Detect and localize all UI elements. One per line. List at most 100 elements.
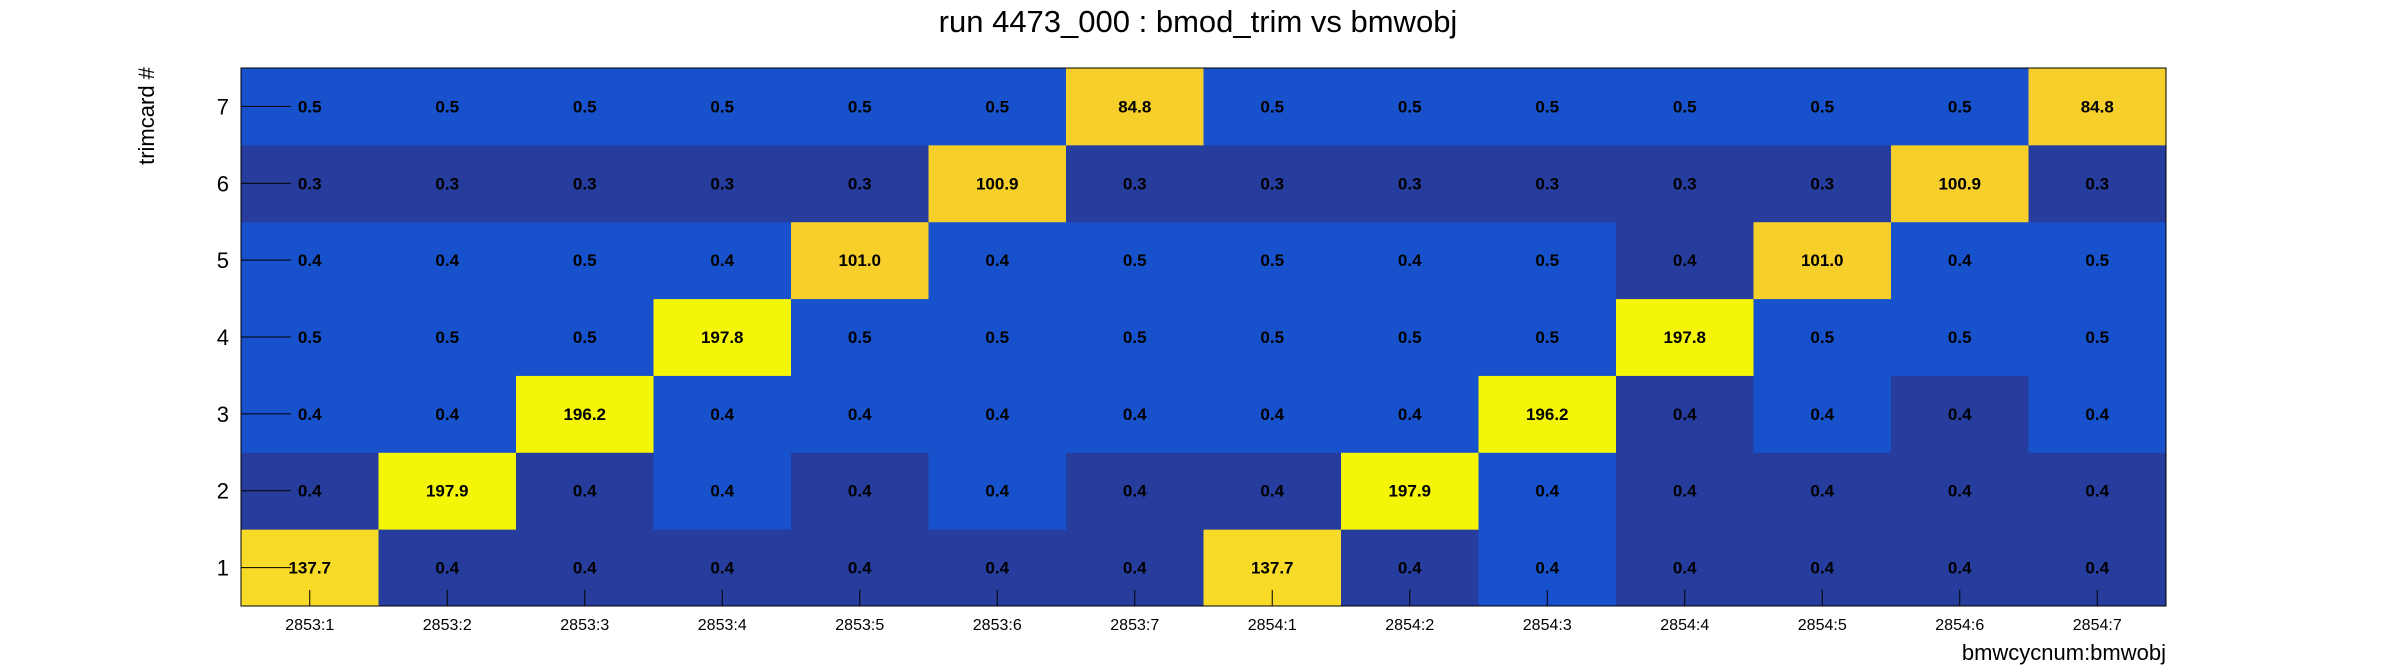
x-tick-label: 2854:2 — [1385, 617, 1434, 634]
heatmap-cell — [1891, 221, 2029, 300]
heatmap-cell — [1753, 452, 1892, 530]
cell-value-label: 0.5 — [848, 97, 872, 116]
heatmap-cell — [791, 68, 929, 146]
cell-value-label: 0.5 — [298, 328, 322, 347]
heatmap-cell — [378, 375, 517, 453]
heatmap-cell — [1341, 298, 1479, 376]
cell-value-label: 0.5 — [985, 97, 1009, 116]
heatmap-cell — [1616, 298, 1754, 376]
cell-value-label: 0.4 — [1398, 405, 1422, 424]
cell-value-label: 197.9 — [426, 482, 469, 501]
x-tick-label: 2854:3 — [1523, 617, 1572, 634]
heatmap-cell — [1066, 375, 1204, 453]
heatmap-cells — [241, 68, 2167, 607]
cell-value-label: 0.4 — [1948, 559, 1972, 578]
cell-value-label: 0.4 — [1948, 405, 1972, 424]
cell-value-label: 0.5 — [1260, 251, 1284, 270]
cell-value-label: 84.8 — [1118, 97, 1151, 116]
cell-value-label: 0.3 — [1535, 174, 1559, 193]
cell-value-label: 137.7 — [288, 559, 331, 578]
cell-value-label: 0.3 — [1810, 174, 1834, 193]
chart-title: run 4473_000 : bmod_trim vs bmwobj — [939, 4, 1458, 39]
cell-value-label: 0.3 — [1673, 174, 1697, 193]
heatmap-cell — [378, 452, 517, 530]
cell-value-label: 0.5 — [1535, 328, 1559, 347]
cell-value-label: 0.4 — [848, 405, 872, 424]
cell-value-label: 0.4 — [1673, 251, 1697, 270]
heatmap-cell — [1616, 375, 1754, 453]
cell-value-label: 0.3 — [710, 174, 734, 193]
cell-value-label: 196.2 — [563, 405, 606, 424]
cell-value-label: 0.5 — [1260, 97, 1284, 116]
x-tick-label: 2853:6 — [973, 617, 1022, 634]
cell-value-label: 0.4 — [710, 559, 734, 578]
heatmap-cell — [1203, 452, 1342, 530]
cell-value-label: 0.3 — [435, 174, 459, 193]
heatmap-cell — [2028, 375, 2167, 453]
cell-value-label: 196.2 — [1526, 405, 1569, 424]
cell-value-label: 0.4 — [573, 559, 597, 578]
heatmap-cell — [1203, 298, 1342, 376]
y-tick-label: 6 — [217, 171, 229, 196]
heatmap-cell — [1616, 144, 1754, 223]
heatmap-cell — [791, 452, 929, 530]
cell-value-label: 0.4 — [1260, 405, 1284, 424]
x-tick-label: 2853:5 — [835, 617, 884, 634]
cell-value-label: 0.4 — [1123, 482, 1147, 501]
cell-value-label: 0.5 — [573, 97, 597, 116]
x-tick-label: 2854:6 — [1935, 617, 1984, 634]
cell-value-label: 0.4 — [2085, 405, 2109, 424]
heatmap-cell — [653, 452, 792, 530]
cell-value-label: 0.3 — [1398, 174, 1422, 193]
cell-value-label: 0.4 — [298, 482, 322, 501]
cell-value-label: 0.5 — [1948, 328, 1972, 347]
heatmap-cell — [928, 68, 1067, 146]
y-tick-label: 2 — [217, 479, 229, 504]
cell-value-label: 0.3 — [2085, 174, 2109, 193]
heatmap-cell — [1753, 221, 1892, 300]
heatmap-cell — [378, 298, 517, 376]
heatmap-cell — [653, 221, 792, 300]
heatmap-cell — [1341, 144, 1479, 223]
cell-value-label: 0.4 — [710, 251, 734, 270]
cell-value-label: 0.5 — [1398, 97, 1422, 116]
plot-frame — [240, 67, 2167, 607]
cell-value-label: 0.4 — [1535, 559, 1559, 578]
heatmap-cell — [516, 375, 654, 453]
cell-value-label: 0.5 — [573, 251, 597, 270]
cell-value-labels: 137.7 0.4 0.4 0.4 0.4 0.4 0.4 137.7 0.4 0.4 0.4 0.4… — [288, 97, 2113, 577]
heatmap-cell — [1616, 221, 1754, 300]
heatmap-cell — [928, 375, 1067, 453]
heatmap-cell — [1891, 68, 2029, 146]
cell-value-label: 0.5 — [2085, 251, 2109, 270]
y-axis-label: trimcard # — [134, 66, 159, 165]
cell-value-label: 0.4 — [985, 251, 1009, 270]
heatmap-cell — [928, 144, 1067, 223]
cell-value-label: 0.5 — [1123, 328, 1147, 347]
cell-value-label: 0.4 — [848, 559, 872, 578]
cell-value-label: 0.4 — [2085, 482, 2109, 501]
heatmap-cell — [1066, 221, 1204, 300]
heatmap-cell — [516, 68, 654, 146]
heatmap-cell — [2028, 68, 2167, 146]
heatmap-cell — [2028, 452, 2167, 530]
x-tick-label: 2853:1 — [285, 617, 334, 634]
heatmap-cell — [378, 144, 517, 223]
x-tick-labels: 2853:1 2853:2 2853:3 2853:4 2853:5 2853:6 2853… — [285, 617, 2122, 634]
cell-value-label: 0.4 — [1398, 559, 1422, 578]
heatmap-cell — [1341, 221, 1479, 300]
cell-value-label: 0.5 — [435, 97, 459, 116]
x-tick-label: 2853:3 — [560, 617, 609, 634]
heatmap-cell — [516, 144, 654, 223]
cell-value-label: 197.8 — [1663, 328, 1706, 347]
cell-value-label: 0.5 — [298, 97, 322, 116]
cell-value-label: 0.5 — [1535, 251, 1559, 270]
y-tick-label: 1 — [217, 556, 229, 581]
cell-value-label: 101.0 — [1801, 251, 1844, 270]
axis-ticks — [241, 105, 2098, 606]
y-tick-label: 4 — [217, 325, 229, 350]
heatmap-cell — [1478, 375, 1617, 453]
cell-value-label: 84.8 — [2081, 97, 2114, 116]
cell-value-label: 0.4 — [985, 559, 1009, 578]
